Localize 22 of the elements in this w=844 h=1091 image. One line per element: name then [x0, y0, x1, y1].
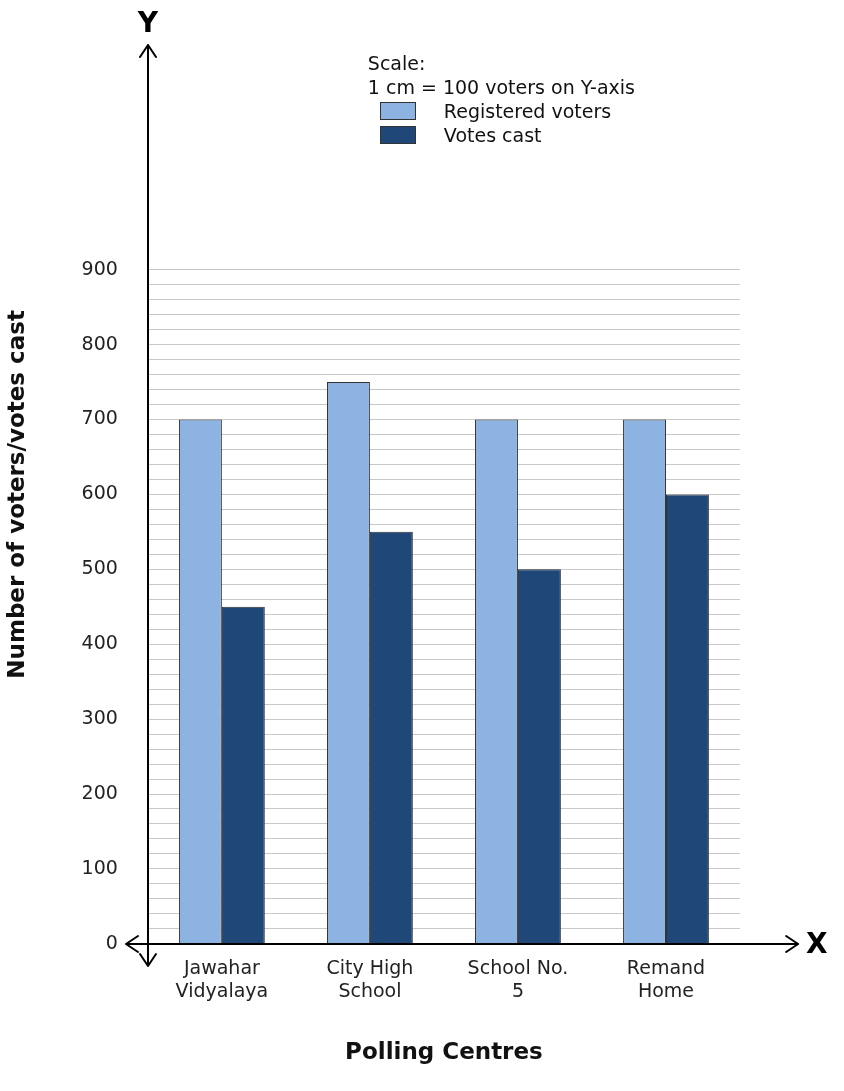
y-tick-label: 900 — [81, 256, 118, 279]
y-axis-title: Number of voters/votes cast — [2, 310, 29, 679]
legend-label: Registered voters — [443, 100, 612, 122]
x-axis-title: Polling Centres — [345, 1038, 543, 1065]
y-tick-label: 200 — [81, 780, 118, 803]
annotation: Scale: — [367, 52, 427, 74]
y-tick-label: 100 — [81, 855, 118, 878]
text: Y — [136, 6, 159, 40]
y-tick-label: 300 — [81, 706, 118, 729]
x-tick-label: Remand Home — [626, 956, 706, 1001]
legend-label: Votes cast — [443, 124, 542, 146]
y-tick-label: 400 — [81, 631, 118, 654]
annotation: 1 cm = 100 voters on Y-axis — [367, 76, 635, 98]
y-tick-label: 600 — [81, 481, 118, 504]
y-tick-label: 800 — [81, 331, 118, 354]
x-tick-label: City High School — [326, 956, 414, 1001]
text: X — [806, 927, 828, 961]
y-tick-label: 500 — [81, 556, 118, 579]
x-tick-label: Jawahar Vidyalaya — [175, 956, 269, 1001]
y-tick-label: 0 — [105, 930, 118, 953]
y-tick-label: 700 — [81, 406, 118, 429]
x-tick-label: School No. 5 — [467, 956, 569, 1001]
